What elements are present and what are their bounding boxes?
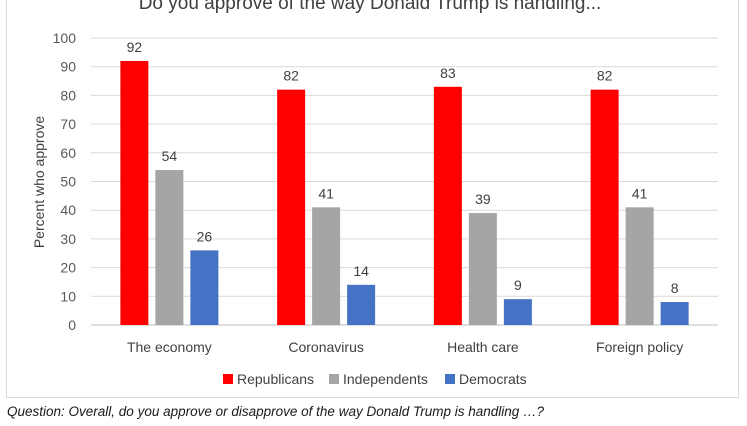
gridlines [91, 37, 718, 326]
x-tick-label: Health care [447, 339, 519, 355]
data-label: 82 [283, 68, 299, 84]
x-tick-label: Coronavirus [288, 339, 363, 355]
bar-democrats [503, 299, 532, 325]
data-label: 8 [671, 280, 679, 296]
bar-democrats [190, 250, 219, 325]
question-caption: Question: Overall, do you approve or dis… [7, 404, 545, 419]
data-label: 41 [318, 185, 334, 201]
data-label: 41 [632, 185, 648, 201]
bars: 92 54 26 82 41 14 83 39 9 82 41 8 [120, 39, 689, 326]
y-tick-label: 10 [60, 288, 76, 304]
legend-swatch [223, 374, 233, 384]
bar-democrats [347, 284, 376, 325]
bar-independents [312, 207, 341, 325]
bar-republicans [277, 89, 306, 325]
bar-chart: Do you approve of the way Donald Trump i… [31, 0, 718, 387]
legend-swatch [445, 374, 455, 384]
y-axis-ticks: 0 10 20 30 40 50 60 70 80 90 100 [53, 30, 77, 333]
y-tick-label: 50 [60, 174, 76, 190]
chart-title: Do you approve of the way Donald Trump i… [139, 0, 602, 14]
legend-swatch [329, 374, 339, 384]
bar-independents [468, 213, 497, 325]
x-tick-label: The economy [127, 339, 212, 355]
bar-independents [625, 207, 654, 325]
y-tick-label: 100 [53, 30, 77, 46]
bar-republicans [433, 86, 462, 325]
data-label: 26 [197, 228, 213, 244]
bar-independents [155, 170, 184, 325]
y-tick-label: 20 [60, 260, 76, 276]
y-tick-label: 80 [60, 87, 76, 103]
bar-republicans [590, 89, 619, 325]
data-label: 9 [514, 277, 522, 293]
data-label: 39 [475, 191, 491, 207]
y-tick-label: 0 [68, 317, 76, 333]
x-tick-label: Foreign policy [596, 339, 683, 355]
data-label: 54 [162, 148, 178, 164]
bar-republicans [120, 60, 149, 326]
data-label: 83 [440, 65, 456, 81]
data-label: 82 [597, 68, 613, 84]
y-tick-label: 70 [60, 116, 76, 132]
bar-democrats [660, 302, 689, 325]
legend-label: Republicans [237, 371, 314, 387]
y-tick-label: 40 [60, 202, 76, 218]
data-label: 14 [353, 263, 369, 279]
y-tick-label: 60 [60, 145, 76, 161]
data-label: 92 [127, 39, 143, 55]
y-axis-title: Percent who approve [31, 116, 47, 249]
x-axis-ticks: The economy Coronavirus Health care Foreign… [127, 339, 683, 355]
legend-label: Independents [343, 371, 428, 387]
legend: Republicans Independents Democrats [223, 371, 527, 387]
legend-label: Democrats [459, 371, 527, 387]
y-tick-label: 30 [60, 231, 76, 247]
y-tick-label: 90 [60, 59, 76, 75]
